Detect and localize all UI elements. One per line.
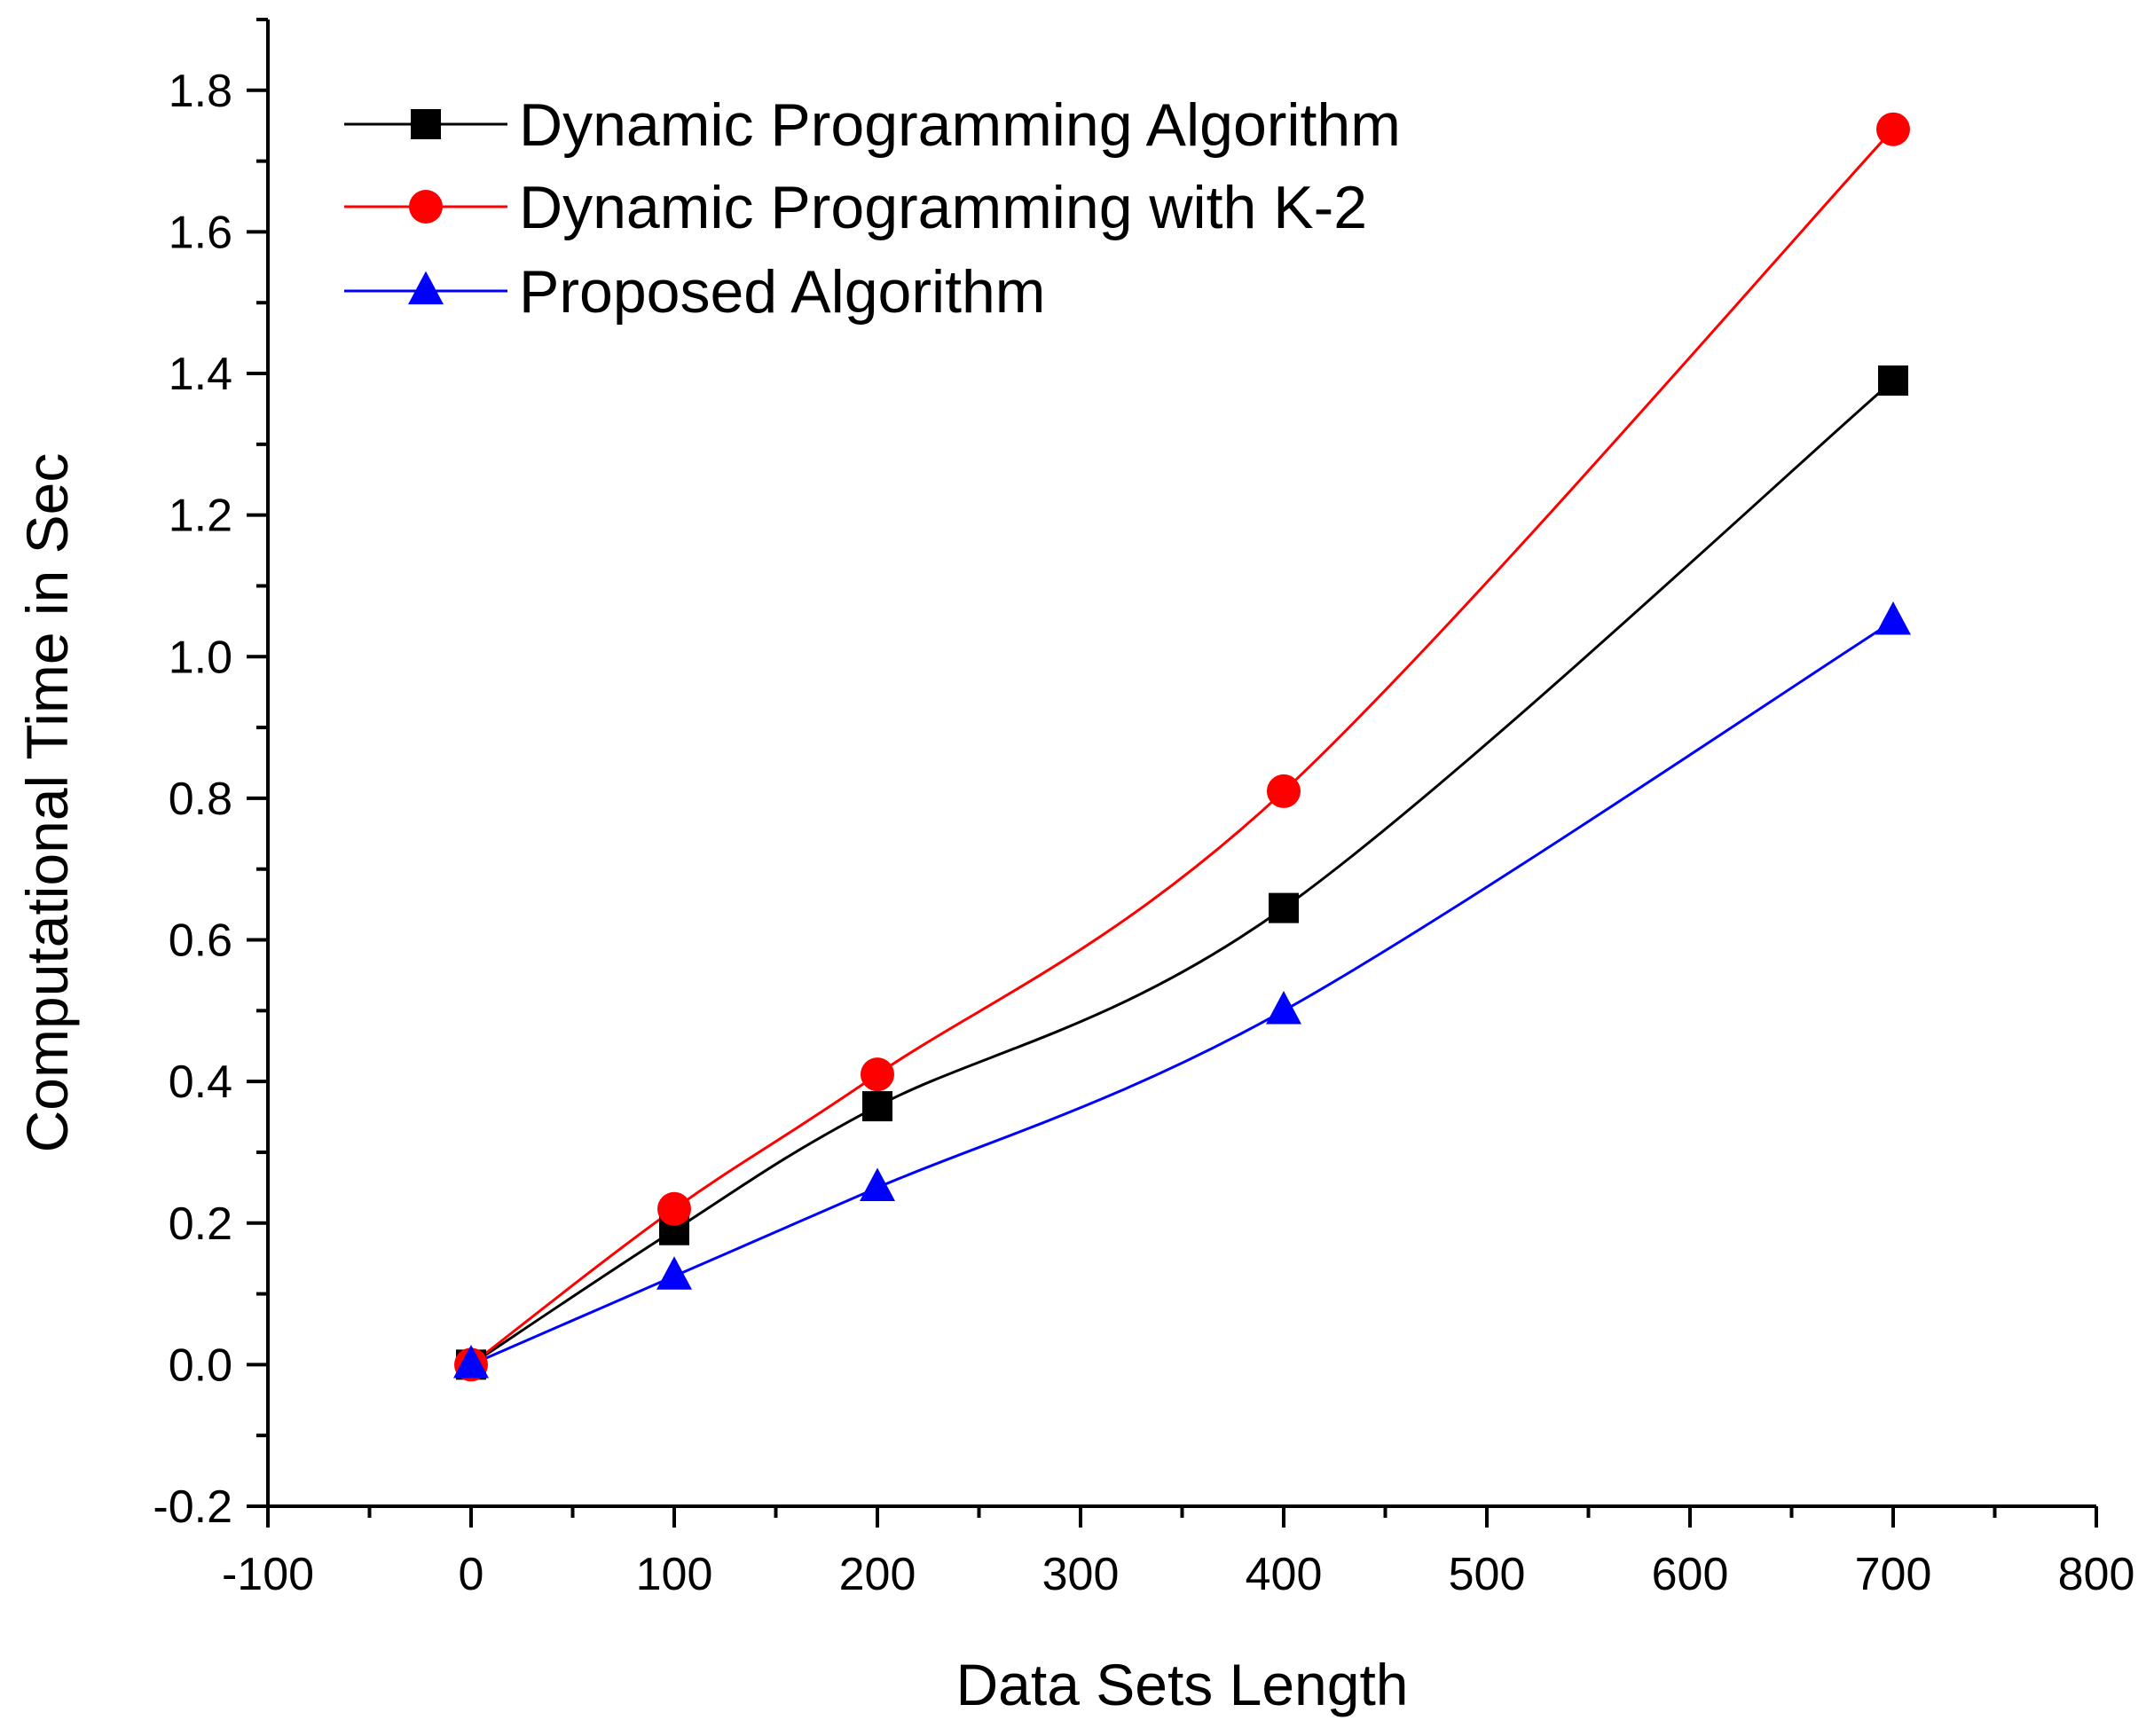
y-tick-label: 1.6: [169, 207, 232, 258]
data-point-proposed-algorithm: [1875, 601, 1911, 635]
x-tick-label: 700: [1855, 1549, 1932, 1600]
data-point-proposed-algorithm: [453, 1345, 489, 1379]
y-tick-label: 1.8: [169, 66, 232, 117]
y-tick-label: 1.2: [169, 491, 232, 542]
legend: Dynamic Programming Algorithm Dynamic Pro…: [344, 91, 1401, 326]
plot-lines: [470, 128, 1895, 1366]
legend-marker: [409, 190, 443, 224]
y-axis-title: Computational Time in Sec: [14, 453, 80, 1153]
x-ticks: -100 0 100 200 300 400 500 600 700 800: [222, 1506, 2134, 1600]
x-tick-label: 100: [636, 1549, 713, 1600]
legend-marker: [408, 271, 444, 305]
data-point-proposed-algorithm: [1266, 991, 1301, 1025]
x-tick-label: 400: [1246, 1549, 1323, 1600]
data-point-dynamic-programming-algorithm: [1878, 365, 1908, 397]
y-tick-label: 1.0: [169, 632, 232, 683]
legend-label: Dynamic Programming Algorithm: [519, 91, 1401, 159]
data-point-dynamic-programming-algorithm: [862, 1091, 892, 1122]
x-tick-label: 200: [839, 1549, 916, 1600]
series-line-dynamic-programming-algorithm: [470, 379, 1894, 1366]
plot-markers: [453, 112, 1911, 1382]
x-tick-label: 300: [1042, 1549, 1120, 1600]
legend-label: Dynamic Programming with K-2: [519, 174, 1367, 241]
x-tick-label: 800: [2058, 1549, 2135, 1600]
y-tick-label: 0.2: [169, 1198, 232, 1250]
y-tick-label: 0.0: [169, 1339, 232, 1391]
data-point-dynamic-programming-with-k-2: [1876, 112, 1910, 146]
legend-marker: [411, 109, 441, 139]
data-point-proposed-algorithm: [860, 1167, 895, 1201]
x-tick-label: 500: [1449, 1549, 1526, 1600]
data-point-dynamic-programming-with-k-2: [657, 1191, 691, 1226]
data-point-dynamic-programming-with-k-2: [861, 1057, 894, 1092]
x-tick-label: -100: [222, 1549, 314, 1600]
data-point-dynamic-programming-algorithm: [1269, 892, 1299, 923]
data-point-dynamic-programming-with-k-2: [1267, 774, 1301, 808]
y-tick-label: 1.4: [169, 349, 232, 400]
x-axis-title: Data Sets Length: [955, 1652, 1408, 1717]
y-tick-label: 0.8: [169, 774, 232, 825]
series-line-dynamic-programming-with-k-2: [470, 128, 1895, 1366]
legend-label: Proposed Algorithm: [519, 258, 1045, 326]
y-tick-label: -0.2: [153, 1481, 232, 1533]
data-point-proposed-algorithm: [656, 1256, 692, 1290]
y-tick-label: 0.4: [169, 1057, 232, 1108]
y-tick-label: 0.6: [169, 915, 232, 967]
x-tick-label: 600: [1652, 1549, 1729, 1600]
x-tick-label: 0: [459, 1549, 484, 1600]
y-ticks: -0.2 0.0 0.2 0.4 0.6 0.8 1.0 1.2 1.4 1.6 1.8: [153, 18, 268, 1533]
series-line-proposed-algorithm: [470, 620, 1894, 1366]
